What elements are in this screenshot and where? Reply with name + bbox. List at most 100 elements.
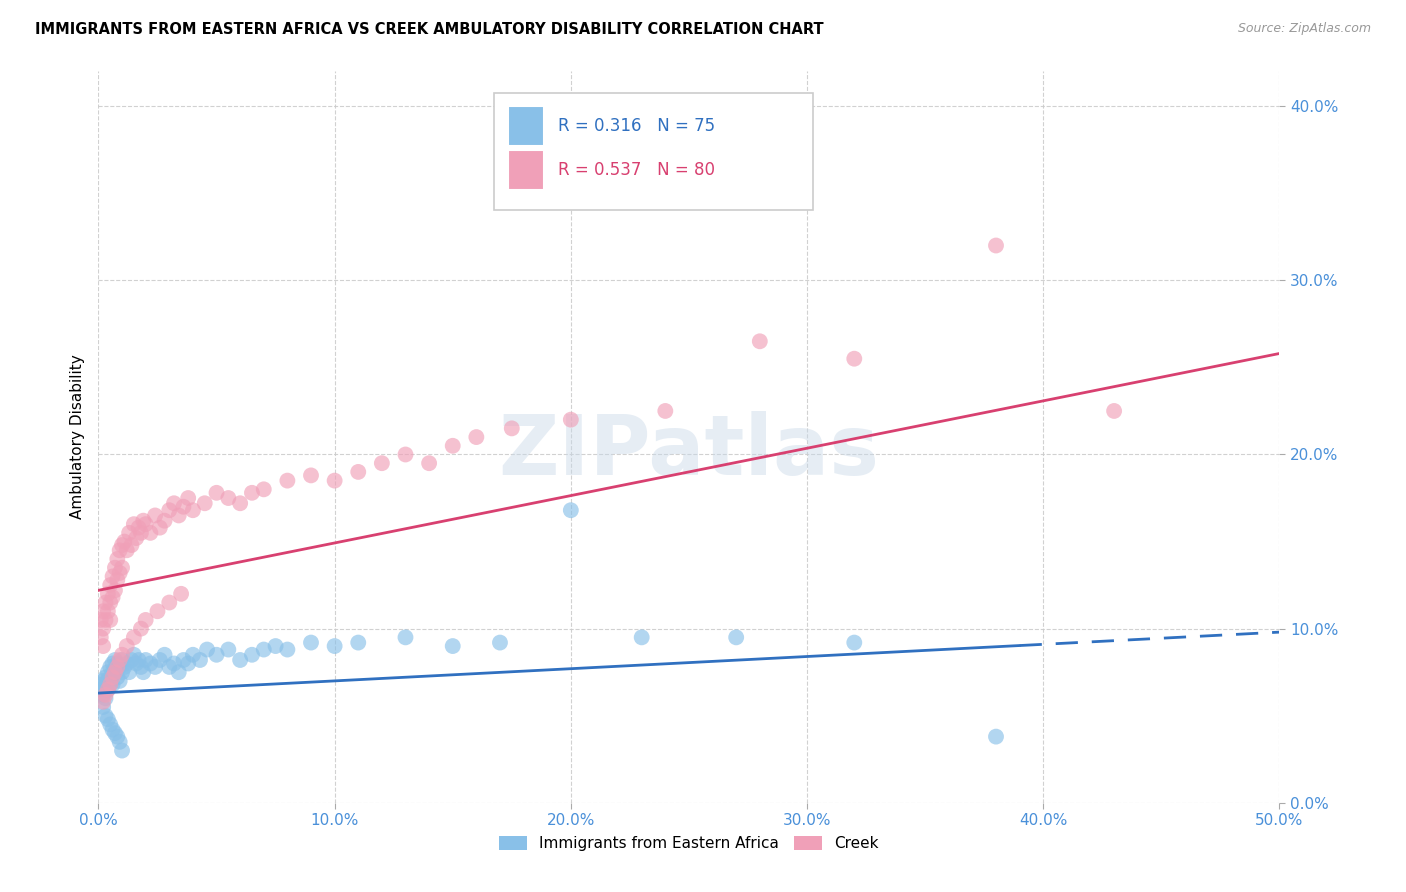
Point bbox=[101, 569, 124, 583]
Point bbox=[90, 677, 112, 691]
Point bbox=[139, 657, 162, 671]
Point bbox=[167, 665, 190, 680]
Point bbox=[253, 642, 276, 657]
Point bbox=[128, 653, 150, 667]
Point bbox=[748, 334, 770, 349]
Text: IMMIGRANTS FROM EASTERN AFRICA VS CREEK AMBULATORY DISABILITY CORRELATION CHART: IMMIGRANTS FROM EASTERN AFRICA VS CREEK … bbox=[35, 22, 824, 37]
Point bbox=[91, 622, 114, 636]
Point bbox=[98, 717, 121, 731]
Point bbox=[654, 404, 676, 418]
Legend: Immigrants from Eastern Africa, Creek: Immigrants from Eastern Africa, Creek bbox=[494, 830, 884, 857]
Point bbox=[97, 587, 120, 601]
Point bbox=[560, 412, 582, 426]
Point bbox=[101, 665, 124, 680]
Point bbox=[111, 743, 134, 757]
Point bbox=[984, 730, 1007, 744]
Point bbox=[115, 543, 138, 558]
Point bbox=[323, 639, 346, 653]
Point bbox=[112, 534, 135, 549]
Point bbox=[122, 648, 145, 662]
Point bbox=[205, 648, 228, 662]
Point bbox=[195, 642, 218, 657]
Point bbox=[163, 496, 186, 510]
Point bbox=[371, 456, 394, 470]
Point bbox=[194, 496, 217, 510]
Point bbox=[115, 639, 138, 653]
FancyBboxPatch shape bbox=[494, 94, 813, 211]
Point bbox=[91, 673, 114, 688]
Point bbox=[125, 531, 148, 545]
Point bbox=[94, 670, 117, 684]
Point bbox=[91, 695, 114, 709]
Point bbox=[91, 700, 114, 714]
Point bbox=[240, 648, 263, 662]
Point bbox=[1102, 404, 1125, 418]
Point bbox=[172, 500, 194, 514]
Point bbox=[104, 726, 127, 740]
Point bbox=[394, 631, 416, 645]
Point bbox=[108, 673, 131, 688]
Point bbox=[105, 552, 128, 566]
Point bbox=[97, 682, 120, 697]
Point bbox=[108, 660, 131, 674]
Point bbox=[489, 635, 512, 649]
Point bbox=[149, 521, 172, 535]
Text: R = 0.316   N = 75: R = 0.316 N = 75 bbox=[558, 117, 716, 136]
Point bbox=[253, 483, 276, 497]
Point bbox=[153, 514, 176, 528]
Point bbox=[172, 653, 194, 667]
Point bbox=[217, 491, 239, 505]
Point bbox=[181, 503, 204, 517]
Point bbox=[725, 631, 748, 645]
Point bbox=[157, 595, 180, 609]
Point bbox=[104, 665, 127, 680]
Point bbox=[97, 673, 120, 688]
Point bbox=[98, 613, 121, 627]
Point bbox=[108, 653, 131, 667]
Point bbox=[101, 723, 124, 737]
Point bbox=[98, 677, 121, 691]
Point bbox=[217, 642, 239, 657]
Y-axis label: Ambulatory Disability: Ambulatory Disability bbox=[69, 355, 84, 519]
Point bbox=[91, 682, 114, 697]
Point bbox=[118, 525, 141, 540]
Point bbox=[111, 560, 134, 574]
Point bbox=[844, 351, 866, 366]
Text: R = 0.537   N = 80: R = 0.537 N = 80 bbox=[558, 161, 714, 179]
Point bbox=[122, 517, 145, 532]
Point bbox=[104, 583, 127, 598]
Point bbox=[98, 595, 121, 609]
Point bbox=[347, 465, 370, 479]
Point bbox=[111, 665, 134, 680]
Point bbox=[118, 665, 141, 680]
Point bbox=[157, 503, 180, 517]
Point bbox=[125, 657, 148, 671]
Point bbox=[129, 525, 152, 540]
Point bbox=[105, 573, 128, 587]
Point bbox=[157, 660, 180, 674]
Point bbox=[132, 514, 155, 528]
Point bbox=[229, 496, 252, 510]
Point bbox=[299, 468, 322, 483]
Point bbox=[94, 682, 117, 697]
Point bbox=[501, 421, 523, 435]
Point bbox=[229, 653, 252, 667]
Text: Source: ZipAtlas.com: Source: ZipAtlas.com bbox=[1237, 22, 1371, 36]
Text: ZIPatlas: ZIPatlas bbox=[499, 411, 879, 492]
Point bbox=[94, 677, 117, 691]
Point bbox=[153, 648, 176, 662]
Point bbox=[170, 587, 193, 601]
Point bbox=[108, 566, 131, 580]
Point bbox=[112, 660, 135, 674]
Point bbox=[129, 660, 152, 674]
Point bbox=[163, 657, 186, 671]
Point bbox=[276, 474, 298, 488]
Point bbox=[104, 560, 127, 574]
Point bbox=[91, 639, 114, 653]
Point bbox=[105, 670, 128, 684]
Point bbox=[139, 525, 162, 540]
Point bbox=[177, 491, 200, 505]
Point bbox=[101, 591, 124, 605]
Point bbox=[121, 653, 143, 667]
Point bbox=[205, 485, 228, 500]
